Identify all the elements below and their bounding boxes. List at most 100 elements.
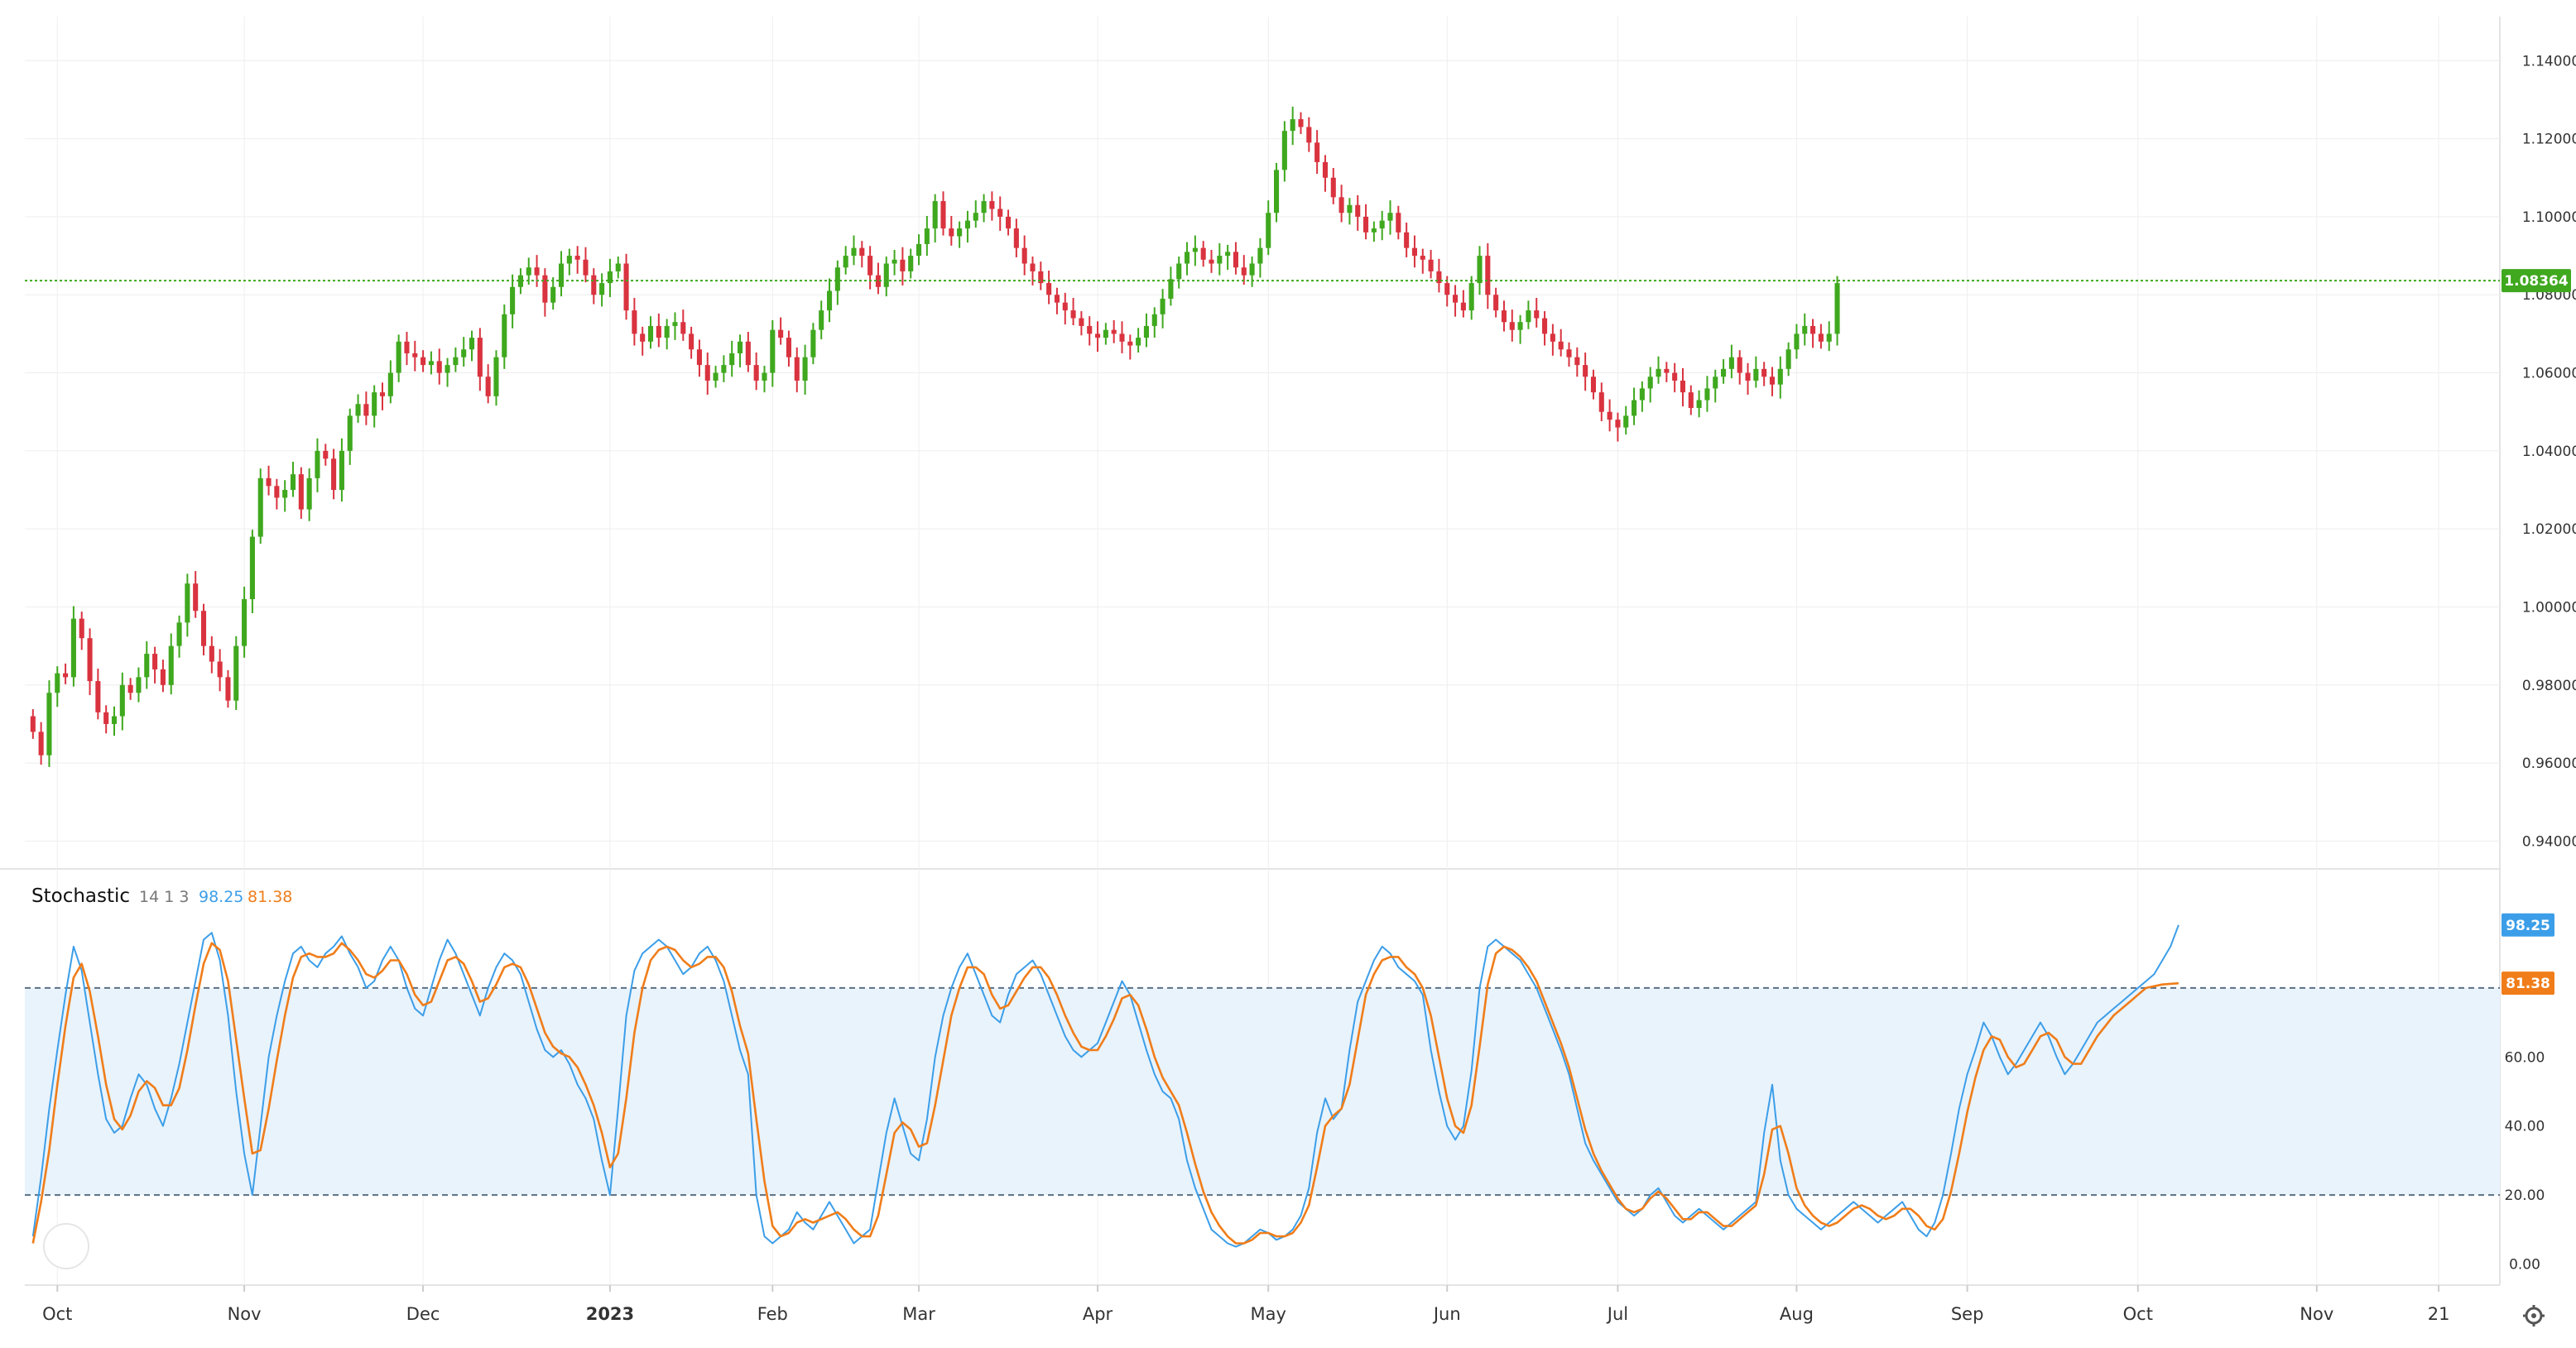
candle-body[interactable] (233, 645, 239, 701)
candle-body[interactable] (1664, 368, 1670, 373)
candle-body[interactable] (347, 415, 353, 451)
candle-body[interactable] (1558, 341, 1564, 350)
candle-body[interactable] (1647, 377, 1653, 389)
candle-body[interactable] (957, 228, 963, 237)
d-line[interactable] (31, 942, 2179, 1245)
candle-body[interactable] (1087, 325, 1093, 334)
candle-body[interactable] (713, 372, 718, 381)
candle-body[interactable] (193, 583, 199, 612)
candle-body[interactable] (1810, 325, 1816, 334)
candle-body[interactable] (1688, 392, 1694, 408)
candle-body[interactable] (1590, 377, 1597, 393)
candle-body[interactable] (1696, 400, 1702, 408)
candle-body[interactable] (70, 618, 76, 678)
candle-body[interactable] (1574, 357, 1580, 366)
candle-body[interactable] (1062, 302, 1068, 311)
candle-body[interactable] (1046, 283, 1052, 295)
candle-body[interactable] (1428, 259, 1434, 271)
candle-body[interactable] (200, 611, 207, 646)
candle-body[interactable] (770, 329, 776, 373)
candle-body[interactable] (1777, 368, 1783, 385)
candle-body[interactable] (1233, 252, 1238, 268)
candle-body[interactable] (1119, 333, 1125, 342)
candle-body[interactable] (38, 732, 44, 756)
candle-body[interactable] (1509, 322, 1515, 330)
candle-body[interactable] (1728, 357, 1734, 369)
candle-body[interactable] (615, 263, 621, 271)
candle-body[interactable] (1826, 333, 1832, 342)
candle-body[interactable] (339, 450, 344, 491)
candle-body[interactable] (859, 247, 865, 257)
candle-body[interactable] (1444, 283, 1450, 295)
candle-body[interactable] (1314, 142, 1320, 162)
candle-body[interactable] (1485, 256, 1491, 295)
candle-body[interactable] (1070, 310, 1076, 319)
candle-body[interactable] (908, 256, 914, 271)
candle-body[interactable] (355, 404, 361, 416)
candle-body[interactable] (1266, 213, 1271, 248)
candle-body[interactable] (46, 693, 52, 756)
candle-body[interactable] (802, 357, 808, 381)
candle-body[interactable] (1468, 283, 1474, 311)
candle-body[interactable] (1054, 295, 1060, 303)
candle-body[interactable] (753, 365, 759, 381)
candle-body[interactable] (1176, 263, 1182, 280)
candle-body[interactable] (1030, 263, 1036, 271)
candle-body[interactable] (1404, 232, 1410, 248)
candle-body[interactable] (1542, 318, 1548, 334)
candle-body[interactable] (1005, 216, 1012, 229)
candle-body[interactable] (372, 392, 377, 416)
circle-handle-icon[interactable] (43, 1223, 89, 1269)
candle-body[interactable] (1094, 333, 1101, 338)
candle-body[interactable] (1493, 295, 1499, 311)
candle-body[interactable] (1379, 220, 1385, 229)
candle-body[interactable] (883, 263, 889, 287)
candle-body[interactable] (1713, 377, 1718, 389)
candle-body[interactable] (1038, 271, 1044, 284)
candle-body[interactable] (1501, 310, 1507, 323)
candle-body[interactable] (964, 220, 970, 229)
candle-body[interactable] (1460, 302, 1466, 311)
candle-body[interactable] (834, 267, 840, 291)
candle-body[interactable] (1143, 325, 1149, 338)
candle-body[interactable] (583, 259, 589, 276)
candle-body[interactable] (290, 474, 296, 491)
candle-body[interactable] (558, 263, 565, 287)
candle-body[interactable] (737, 341, 743, 353)
candle-body[interactable] (1021, 247, 1027, 264)
candle-body[interactable] (363, 404, 369, 416)
candle-body[interactable] (176, 622, 182, 646)
candle-body[interactable] (924, 228, 930, 244)
candle-body[interactable] (1517, 322, 1523, 330)
candle-body[interactable] (160, 669, 166, 685)
candle-body[interactable] (591, 275, 597, 295)
candle-body[interactable] (1785, 349, 1791, 369)
candle-body[interactable] (477, 338, 483, 377)
candle-body[interactable] (1127, 341, 1133, 346)
candle-body[interactable] (1753, 368, 1759, 381)
candle-body[interactable] (30, 716, 36, 732)
candle-body[interactable] (1623, 415, 1629, 428)
candle-body[interactable] (1615, 420, 1621, 428)
candle-body[interactable] (266, 477, 272, 487)
candle-body[interactable] (1013, 228, 1019, 248)
candle-body[interactable] (1721, 368, 1727, 377)
candle-body[interactable] (623, 263, 629, 311)
candle-body[interactable] (810, 329, 816, 357)
candle-body[interactable] (721, 365, 727, 373)
candle-body[interactable] (1322, 161, 1329, 178)
candle-body[interactable] (1834, 283, 1840, 334)
candle-body[interactable] (640, 333, 646, 342)
candle-body[interactable] (1769, 377, 1776, 385)
candle-body[interactable] (225, 677, 231, 701)
candle-body[interactable] (1802, 325, 1808, 334)
candle-body[interactable] (168, 645, 174, 685)
candle-body[interactable] (542, 275, 548, 303)
candle-body[interactable] (485, 377, 491, 396)
candle-body[interactable] (111, 716, 118, 724)
candle-body[interactable] (696, 349, 702, 366)
candle-body[interactable] (1184, 252, 1190, 264)
candle-body[interactable] (704, 365, 710, 381)
candle-body[interactable] (1136, 338, 1141, 346)
candle-body[interactable] (778, 329, 784, 338)
